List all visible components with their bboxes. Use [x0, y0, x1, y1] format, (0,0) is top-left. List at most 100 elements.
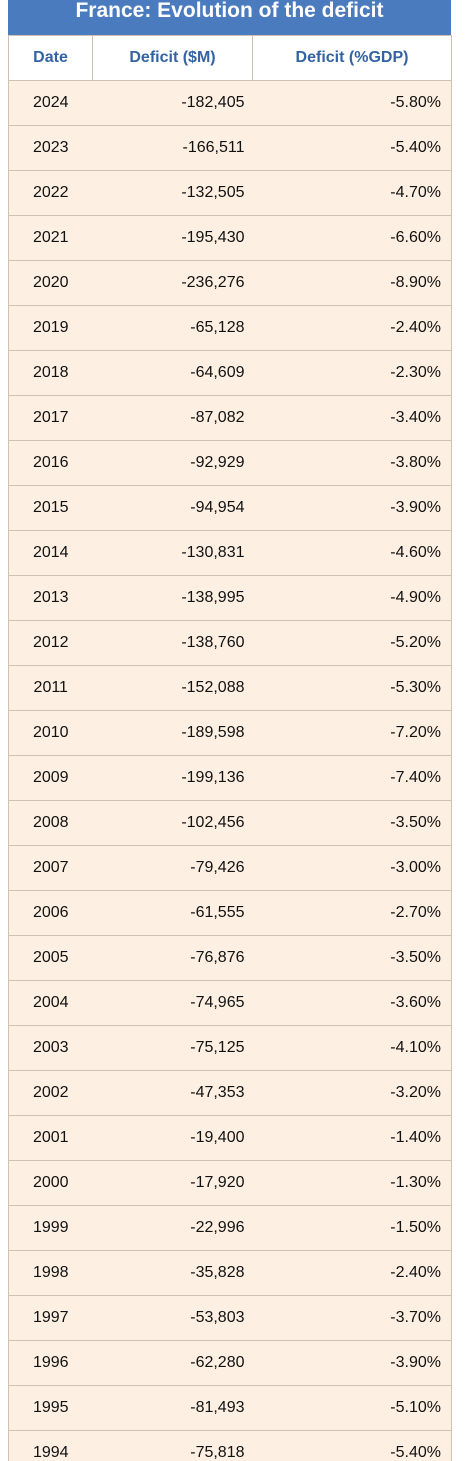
deficit-pct-gdp-cell: -3.60%	[252, 980, 452, 1026]
date-cell: 1996	[8, 1340, 93, 1386]
deficit-musd-cell: -53,803	[92, 1295, 253, 1341]
deficit-pct-gdp-cell: -4.60%	[252, 530, 452, 576]
date-cell: 2017	[8, 395, 93, 441]
table-title: France: Evolution of the deficit	[8, 0, 451, 35]
date-cell: 2015	[8, 485, 93, 531]
deficit-musd-cell: -76,876	[92, 935, 253, 981]
table-row: 2011 -152,088 -5.30%	[8, 665, 452, 711]
deficit-musd-cell: -81,493	[92, 1385, 253, 1431]
deficit-pct-gdp-cell: -2.40%	[252, 305, 452, 351]
table-row: 1999 -22,996 -1.50%	[8, 1205, 452, 1251]
table-row: 2003 -75,125 -4.10%	[8, 1025, 452, 1071]
table-row: 2005 -76,876 -3.50%	[8, 935, 452, 981]
table-body: 2024 -182,405 -5.80% 2023 -166,511 -5.40% 2022…	[8, 80, 452, 1461]
date-cell: 2024	[8, 80, 93, 126]
date-cell: 2000	[8, 1160, 93, 1206]
deficit-pct-gdp-cell: -8.90%	[252, 260, 452, 306]
deficit-pct-gdp-cell: -3.80%	[252, 440, 452, 486]
deficit-musd-cell: -236,276	[92, 260, 253, 306]
table-row: 2013 -138,995 -4.90%	[8, 575, 452, 621]
deficit-pct-gdp-cell: -3.70%	[252, 1295, 452, 1341]
deficit-musd-cell: -35,828	[92, 1250, 253, 1296]
column-header-date[interactable]: Date	[8, 35, 93, 81]
date-cell: 1995	[8, 1385, 93, 1431]
deficit-pct-gdp-cell: -7.20%	[252, 710, 452, 756]
deficit-musd-cell: -138,995	[92, 575, 253, 621]
table-row: 2000 -17,920 -1.30%	[8, 1160, 452, 1206]
deficit-pct-gdp-cell: -5.20%	[252, 620, 452, 666]
deficit-musd-cell: -64,609	[92, 350, 253, 396]
deficit-musd-cell: -189,598	[92, 710, 253, 756]
table-row: 2008 -102,456 -3.50%	[8, 800, 452, 846]
deficit-pct-gdp-cell: -3.90%	[252, 485, 452, 531]
deficit-pct-gdp-cell: -3.20%	[252, 1070, 452, 1116]
table-row: 2002 -47,353 -3.20%	[8, 1070, 452, 1116]
table-row: 2022 -132,505 -4.70%	[8, 170, 452, 216]
deficit-pct-gdp-cell: -3.50%	[252, 935, 452, 981]
column-header-deficit-musd[interactable]: Deficit ($M)	[92, 35, 253, 81]
deficit-musd-cell: -102,456	[92, 800, 253, 846]
table-row: 1995 -81,493 -5.10%	[8, 1385, 452, 1431]
deficit-pct-gdp-cell: -1.40%	[252, 1115, 452, 1161]
date-cell: 2009	[8, 755, 93, 801]
deficit-musd-cell: -75,818	[92, 1430, 253, 1461]
table-row: 2004 -74,965 -3.60%	[8, 980, 452, 1026]
date-cell: 2002	[8, 1070, 93, 1116]
table-row: 2009 -199,136 -7.40%	[8, 755, 452, 801]
date-cell: 2023	[8, 125, 93, 171]
deficit-musd-cell: -74,965	[92, 980, 253, 1026]
table-row: 2014 -130,831 -4.60%	[8, 530, 452, 576]
table-row: 1994 -75,818 -5.40%	[8, 1430, 452, 1461]
deficit-pct-gdp-cell: -1.30%	[252, 1160, 452, 1206]
deficit-musd-cell: -47,353	[92, 1070, 253, 1116]
deficit-musd-cell: -195,430	[92, 215, 253, 261]
table-row: 2020 -236,276 -8.90%	[8, 260, 452, 306]
table-row: 2023 -166,511 -5.40%	[8, 125, 452, 171]
deficit-musd-cell: -138,760	[92, 620, 253, 666]
date-cell: 2007	[8, 845, 93, 891]
table-row: 2017 -87,082 -3.40%	[8, 395, 452, 441]
deficit-musd-cell: -152,088	[92, 665, 253, 711]
table-row: 2001 -19,400 -1.40%	[8, 1115, 452, 1161]
table-row: 2024 -182,405 -5.80%	[8, 80, 452, 126]
deficit-pct-gdp-cell: -2.30%	[252, 350, 452, 396]
table-row: 1996 -62,280 -3.90%	[8, 1340, 452, 1386]
deficit-pct-gdp-cell: -3.40%	[252, 395, 452, 441]
table-header: Date Deficit ($M) Deficit (%GDP)	[8, 35, 452, 81]
date-cell: 1994	[8, 1430, 93, 1461]
deficit-musd-cell: -75,125	[92, 1025, 253, 1071]
table-row: 1997 -53,803 -3.70%	[8, 1295, 452, 1341]
deficit-musd-cell: -132,505	[92, 170, 253, 216]
date-cell: 2003	[8, 1025, 93, 1071]
deficit-musd-cell: -92,929	[92, 440, 253, 486]
date-cell: 2014	[8, 530, 93, 576]
deficit-pct-gdp-cell: -4.90%	[252, 575, 452, 621]
deficit-musd-cell: -182,405	[92, 80, 253, 126]
date-cell: 1999	[8, 1205, 93, 1251]
header-row: Date Deficit ($M) Deficit (%GDP)	[8, 35, 452, 81]
date-cell: 2010	[8, 710, 93, 756]
deficit-pct-gdp-cell: -3.00%	[252, 845, 452, 891]
deficit-pct-gdp-cell: -5.10%	[252, 1385, 452, 1431]
table-row: 2019 -65,128 -2.40%	[8, 305, 452, 351]
table-row: 2007 -79,426 -3.00%	[8, 845, 452, 891]
deficit-musd-cell: -166,511	[92, 125, 253, 171]
date-cell: 2012	[8, 620, 93, 666]
date-cell: 2008	[8, 800, 93, 846]
table-row: 2021 -195,430 -6.60%	[8, 215, 452, 261]
deficit-musd-cell: -130,831	[92, 530, 253, 576]
date-cell: 1997	[8, 1295, 93, 1341]
column-header-deficit-pct-gdp[interactable]: Deficit (%GDP)	[252, 35, 452, 81]
deficit-musd-cell: -19,400	[92, 1115, 253, 1161]
deficit-pct-gdp-cell: -3.50%	[252, 800, 452, 846]
deficit-musd-cell: -199,136	[92, 755, 253, 801]
date-cell: 2019	[8, 305, 93, 351]
date-cell: 2021	[8, 215, 93, 261]
table-row: 2012 -138,760 -5.20%	[8, 620, 452, 666]
deficit-musd-cell: -17,920	[92, 1160, 253, 1206]
deficit-table: Date Deficit ($M) Deficit (%GDP) 2024 -18…	[8, 35, 452, 1461]
date-cell: 2001	[8, 1115, 93, 1161]
date-cell: 1998	[8, 1250, 93, 1296]
date-cell: 2013	[8, 575, 93, 621]
